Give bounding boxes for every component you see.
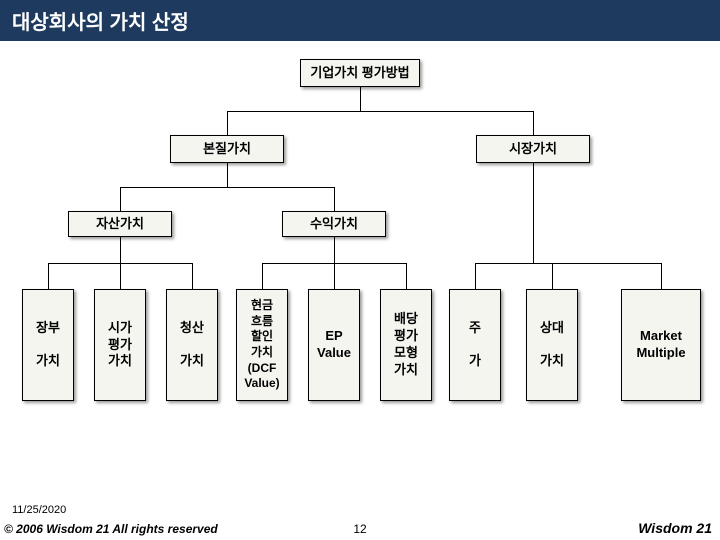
node-market-eval: 시가 평가 가치 [94, 289, 146, 401]
footer-date: 11/25/2020 [12, 504, 66, 516]
node-stock: 주 가 [449, 289, 501, 401]
node-intrinsic: 본질가치 [170, 135, 284, 163]
footer-page: 12 [353, 522, 366, 536]
footer-copyright: © 2006 Wisdom 21 All rights reserved [4, 522, 218, 536]
node-dcf: 현금 흐름 할인 가치 (DCF Value) [236, 289, 288, 401]
node-liquidation: 청산 가치 [166, 289, 218, 401]
node-root: 기업가치 평가방법 [300, 59, 420, 87]
node-dividend: 배당 평가 모형 가치 [380, 289, 432, 401]
node-profit: 수익가치 [282, 211, 386, 237]
node-book: 장부 가치 [22, 289, 74, 401]
node-asset: 자산가치 [68, 211, 172, 237]
footer: 11/25/2020 © 2006 Wisdom 21 All rights r… [0, 500, 720, 540]
node-ep: EP Value [308, 289, 360, 401]
node-multiple: Market Multiple [621, 289, 701, 401]
node-market: 시장가치 [476, 135, 590, 163]
footer-brand: Wisdom 21 [638, 520, 712, 536]
org-chart: 기업가치 평가방법 본질가치 시장가치 자산가치 수익가치 장부 가치 시가 평… [0, 41, 720, 481]
node-relative: 상대 가치 [526, 289, 578, 401]
page-title: 대상회사의 가치 산정 [0, 0, 720, 41]
